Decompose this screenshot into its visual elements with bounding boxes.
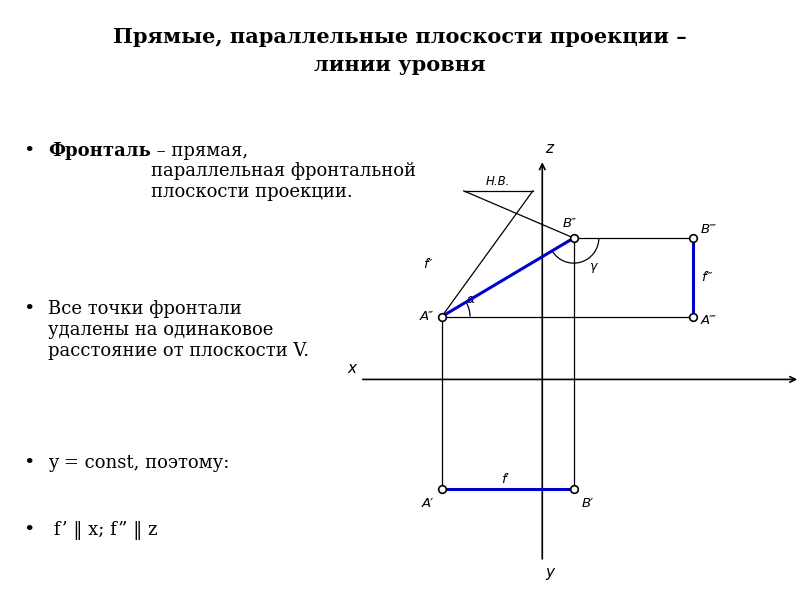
Text: Все точки фронтали
удалены на одинаковое
расстояние от плоскости V.: Все точки фронтали удалены на одинаковое… bbox=[49, 300, 310, 359]
Text: x: x bbox=[348, 361, 357, 376]
Text: y = const, поэтому:: y = const, поэтому: bbox=[49, 454, 230, 472]
Text: •: • bbox=[22, 521, 34, 539]
Text: Фронталь: Фронталь bbox=[49, 142, 151, 160]
Text: A′: A′ bbox=[422, 497, 434, 510]
Text: B″: B″ bbox=[562, 217, 577, 230]
Text: γ: γ bbox=[590, 260, 597, 273]
Text: Н.В.: Н.В. bbox=[486, 175, 510, 188]
Text: – прямая,
параллельная фронтальной
плоскости проекции.: – прямая, параллельная фронтальной плоск… bbox=[151, 142, 416, 201]
Text: f″: f″ bbox=[422, 258, 432, 271]
Text: B‴: B‴ bbox=[701, 223, 717, 236]
Text: α: α bbox=[467, 293, 475, 305]
Text: A″: A″ bbox=[420, 310, 434, 323]
Text: •: • bbox=[22, 454, 34, 472]
Text: y: y bbox=[546, 565, 554, 580]
Text: •: • bbox=[22, 142, 34, 160]
Text: f’ ‖ x; f” ‖ z: f’ ‖ x; f” ‖ z bbox=[49, 521, 158, 540]
Text: A‴: A‴ bbox=[701, 314, 717, 327]
Text: f′: f′ bbox=[501, 473, 508, 486]
Text: B′: B′ bbox=[582, 497, 594, 510]
Text: •: • bbox=[22, 300, 34, 318]
Text: f‴: f‴ bbox=[701, 271, 713, 284]
Text: z: z bbox=[546, 141, 554, 156]
Text: Прямые, параллельные плоскости проекции –
линии уровня: Прямые, параллельные плоскости проекции … bbox=[113, 27, 687, 75]
